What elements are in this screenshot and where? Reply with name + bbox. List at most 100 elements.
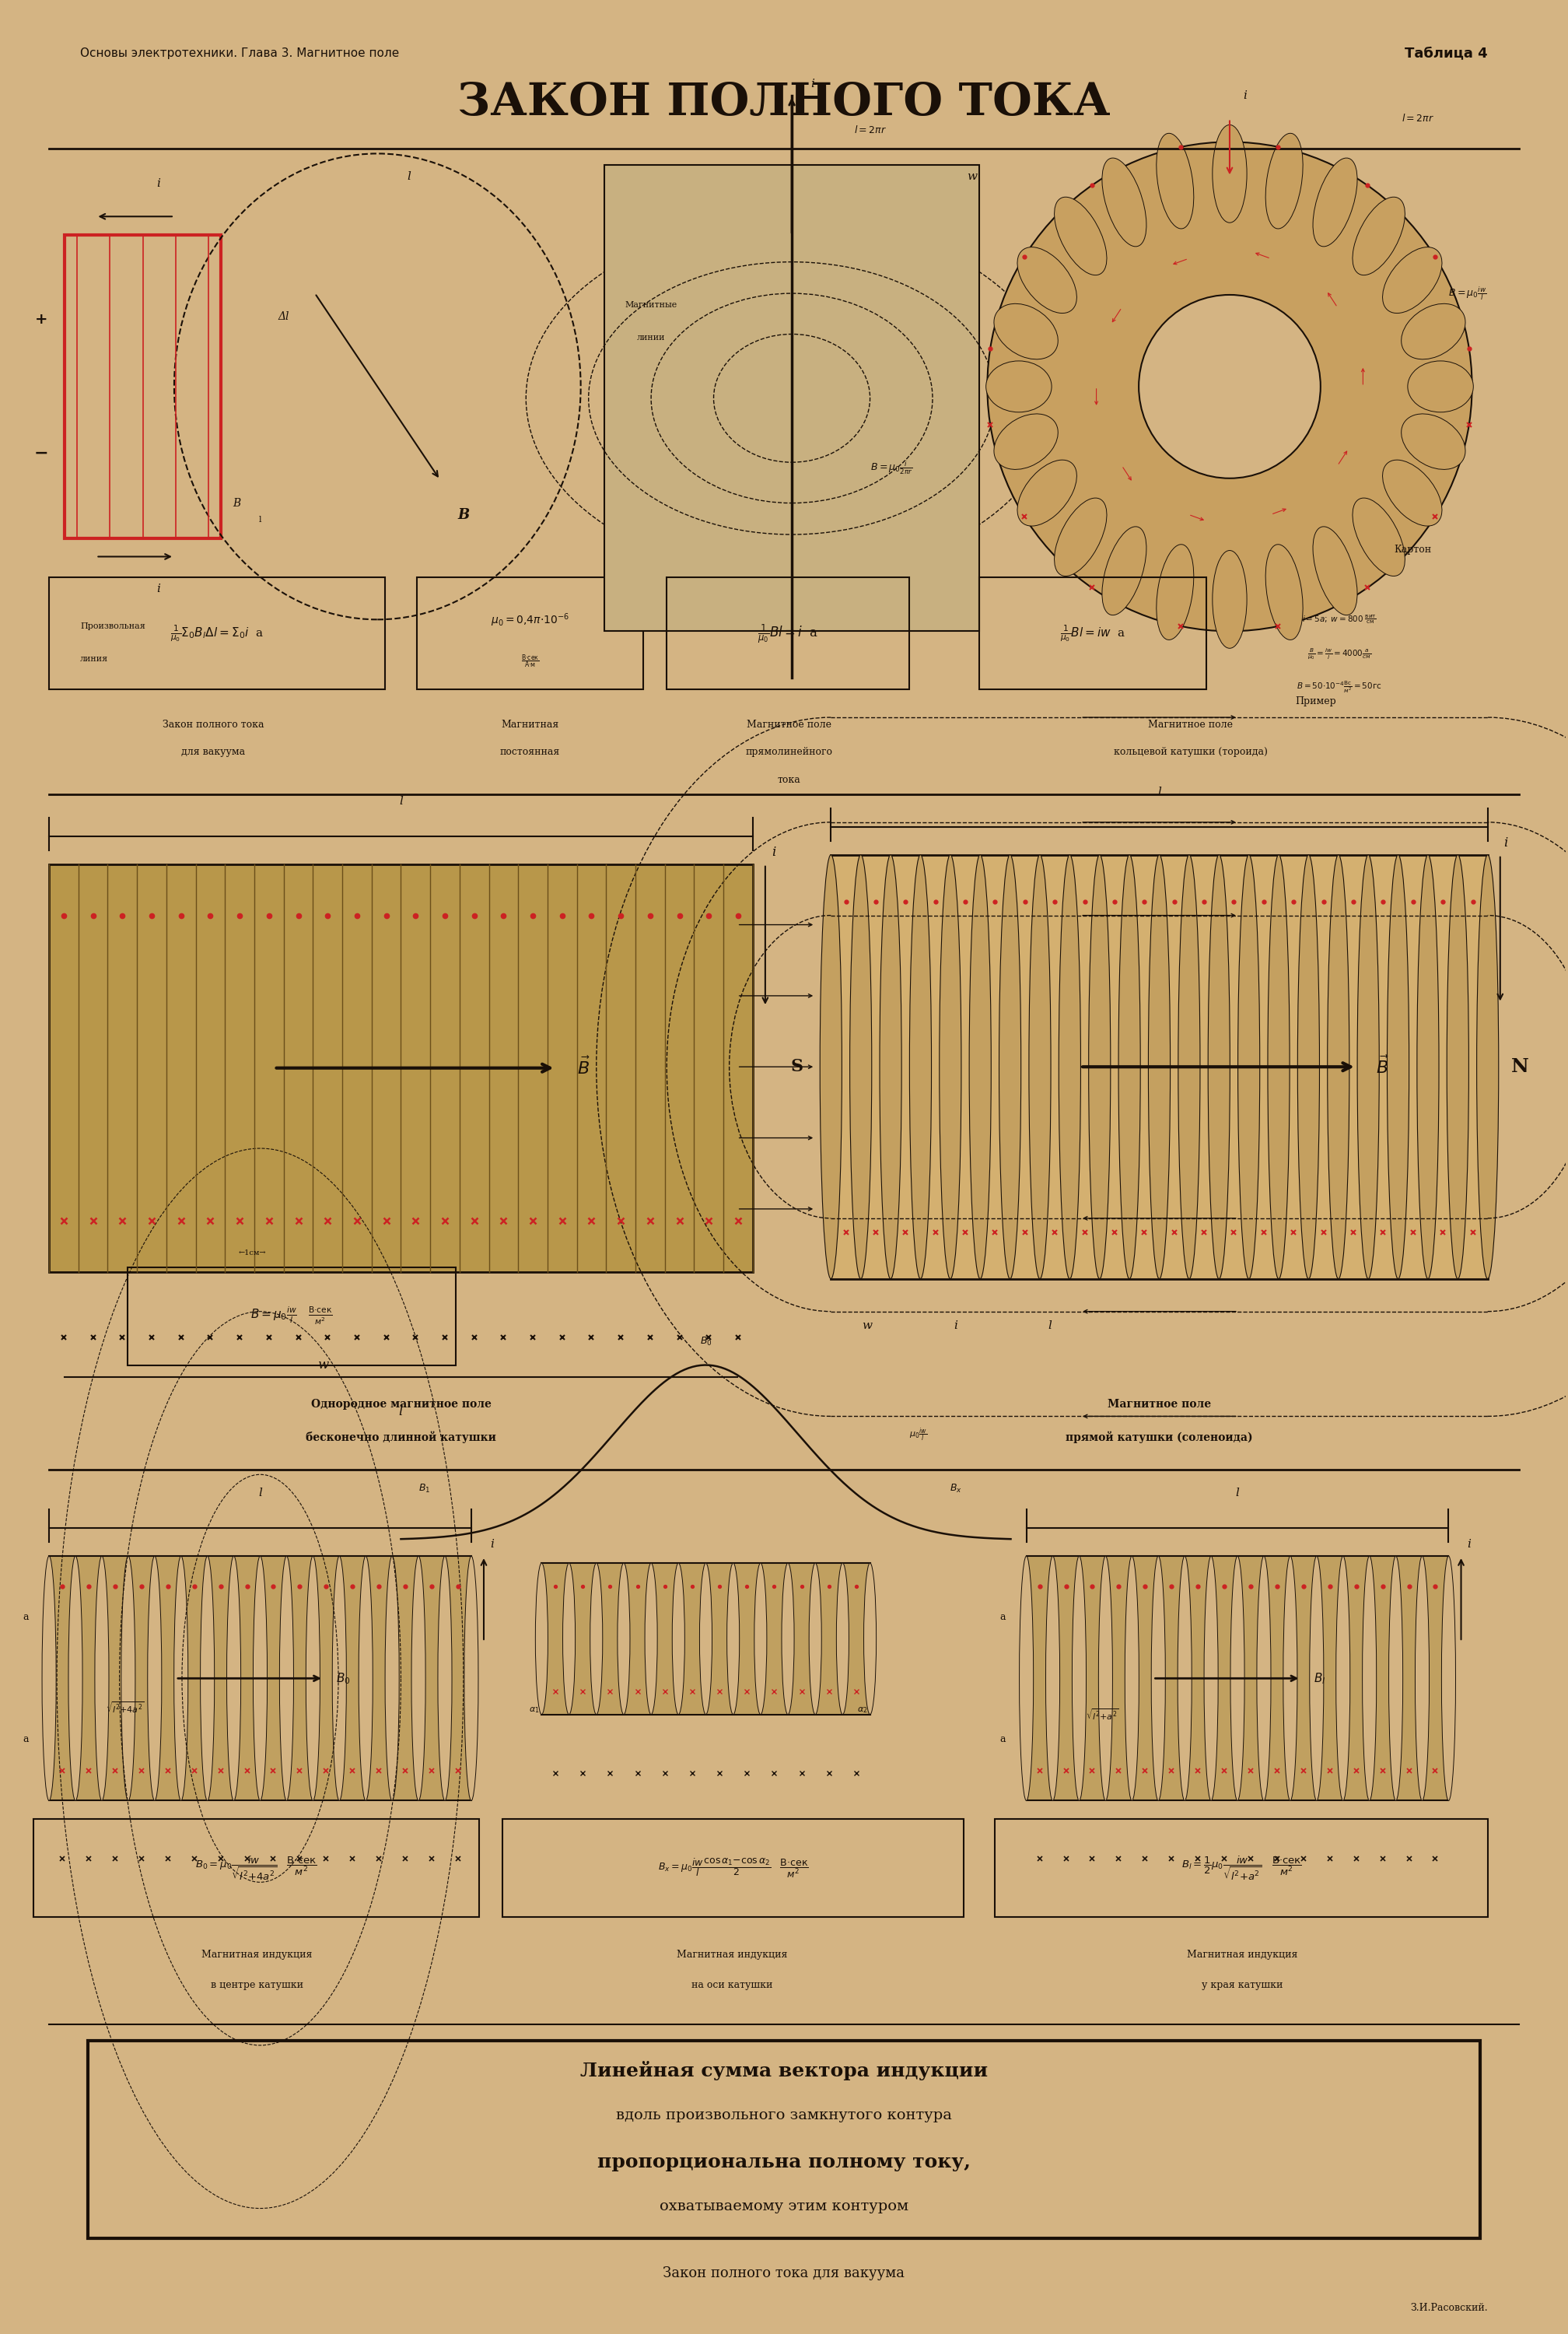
Text: Основы электротехники. Глава 3. Магнитное поле: Основы электротехники. Глава 3. Магнитно… <box>80 47 400 58</box>
Text: Магнитная индукция: Магнитная индукция <box>202 1949 312 1961</box>
Text: $\sqrt{l^2{+}4a^2}$: $\sqrt{l^2{+}4a^2}$ <box>105 1701 144 1715</box>
Text: B: B <box>458 509 469 523</box>
Text: Картон: Картон <box>1394 544 1432 555</box>
Text: w: w <box>862 1321 872 1330</box>
Bar <box>980 576 1206 689</box>
Text: i: i <box>1243 91 1247 100</box>
Ellipse shape <box>1148 854 1170 1279</box>
Bar <box>64 236 221 539</box>
Text: $\frac{1}{\mu_0} Bl = iw$  a: $\frac{1}{\mu_0} Bl = iw$ a <box>1060 623 1126 644</box>
Ellipse shape <box>1441 1557 1455 1800</box>
Ellipse shape <box>147 1557 162 1800</box>
Ellipse shape <box>1312 159 1358 247</box>
Text: $\alpha_1$: $\alpha_1$ <box>528 1706 539 1715</box>
Ellipse shape <box>1212 551 1247 649</box>
Text: l: l <box>1236 1487 1239 1498</box>
Text: $B{=}\mu_0\frac{i}{2\pi r}$: $B{=}\mu_0\frac{i}{2\pi r}$ <box>870 460 913 476</box>
Ellipse shape <box>386 1557 400 1800</box>
Ellipse shape <box>69 1557 83 1800</box>
Text: $B_0$: $B_0$ <box>699 1335 712 1347</box>
Ellipse shape <box>94 1557 108 1800</box>
Ellipse shape <box>1408 362 1474 413</box>
Ellipse shape <box>1265 133 1303 229</box>
Text: $\vec{B}$: $\vec{B}$ <box>577 1057 590 1078</box>
Ellipse shape <box>673 1564 685 1715</box>
Text: B: B <box>232 497 241 509</box>
Text: $\vec{B}$: $\vec{B}$ <box>1377 1057 1389 1078</box>
Ellipse shape <box>1054 497 1107 576</box>
Text: $B_l{=}\dfrac{1}{2}\mu_0\dfrac{iw}{\sqrt{l^2{+}a^2}}$   $\dfrac{\text{В·сек}}{м^: $B_l{=}\dfrac{1}{2}\mu_0\dfrac{iw}{\sqrt… <box>1181 1856 1301 1881</box>
Ellipse shape <box>809 1564 822 1715</box>
Text: a: a <box>1000 1734 1005 1743</box>
Text: $\frac{\text{В·сек}}{\text{А·м}}$: $\frac{\text{В·сек}}{\text{А·м}}$ <box>521 654 539 670</box>
Text: $l=2\pi r$: $l=2\pi r$ <box>1402 112 1435 124</box>
Ellipse shape <box>1046 1557 1060 1800</box>
Ellipse shape <box>1151 1557 1165 1800</box>
Ellipse shape <box>939 854 961 1279</box>
Ellipse shape <box>1099 1557 1113 1800</box>
Text: $\mu_0{=}0{,}4\pi{\cdot}10^{-6}$: $\mu_0{=}0{,}4\pi{\cdot}10^{-6}$ <box>491 612 569 628</box>
Text: у края катушки: у края катушки <box>1201 1979 1283 1991</box>
Ellipse shape <box>590 1564 602 1715</box>
Text: для вакуума: для вакуума <box>182 747 245 756</box>
Text: Пример: Пример <box>1295 696 1336 707</box>
Ellipse shape <box>464 1557 478 1800</box>
Text: $\mu_0\frac{iw}{l}$: $\mu_0\frac{iw}{l}$ <box>909 1426 927 1442</box>
Bar <box>1027 1557 1449 1800</box>
Text: $B_x{=}\mu_0\dfrac{iw}{l}\dfrac{\cos\alpha_1{-}\cos\alpha_2}{2}$   $\dfrac{\text: $B_x{=}\mu_0\dfrac{iw}{l}\dfrac{\cos\alp… <box>659 1858 809 1879</box>
Text: $B_x$: $B_x$ <box>950 1482 963 1494</box>
Text: a: a <box>22 1613 28 1622</box>
Text: Магнитное поле: Магнитное поле <box>746 719 831 731</box>
Ellipse shape <box>306 1557 320 1800</box>
Ellipse shape <box>644 1564 657 1715</box>
Text: прямой катушки (соленоида): прямой катушки (соленоида) <box>1066 1431 1253 1442</box>
Ellipse shape <box>909 854 931 1279</box>
Text: $B_1$: $B_1$ <box>419 1482 430 1494</box>
Ellipse shape <box>1138 294 1320 478</box>
Ellipse shape <box>988 142 1472 630</box>
Text: Линейная сумма вектора индукции: Линейная сумма вектора индукции <box>580 2061 988 2080</box>
Ellipse shape <box>1353 497 1405 576</box>
Text: $B_l$: $B_l$ <box>1314 1671 1325 1685</box>
Ellipse shape <box>1383 247 1443 313</box>
Text: +: + <box>34 313 47 327</box>
Bar <box>49 864 753 1272</box>
Text: $l=2\pi r$: $l=2\pi r$ <box>855 124 887 135</box>
Ellipse shape <box>699 1564 712 1715</box>
Ellipse shape <box>1265 544 1303 640</box>
Text: ЗАКОН ПОЛНОГО ТОКА: ЗАКОН ПОЛНОГО ТОКА <box>458 82 1110 124</box>
Ellipse shape <box>1283 1557 1297 1800</box>
Ellipse shape <box>1416 1557 1428 1800</box>
Ellipse shape <box>1237 854 1259 1279</box>
Ellipse shape <box>618 1564 630 1715</box>
Text: вдоль произвольного замкнутого контура: вдоль произвольного замкнутого контура <box>616 2108 952 2122</box>
Text: Таблица 4: Таблица 4 <box>1405 47 1488 61</box>
Text: l: l <box>398 796 403 808</box>
Text: i: i <box>811 79 814 89</box>
Ellipse shape <box>754 1564 767 1715</box>
Text: $B{=}\mu_0\frac{iw}{l}$   $\frac{\text{В·сек}}{м^2}$: $B{=}\mu_0\frac{iw}{l}$ $\frac{\text{В·с… <box>251 1305 332 1326</box>
Text: Магнитное поле: Магнитное поле <box>1148 719 1232 731</box>
Ellipse shape <box>986 362 1052 413</box>
Ellipse shape <box>174 1557 188 1800</box>
Text: i: i <box>491 1538 494 1550</box>
Ellipse shape <box>782 1564 793 1715</box>
Ellipse shape <box>1019 1557 1033 1800</box>
Text: i: i <box>1504 836 1507 850</box>
Ellipse shape <box>1328 854 1350 1279</box>
Ellipse shape <box>1118 854 1140 1279</box>
Ellipse shape <box>1388 854 1410 1279</box>
Ellipse shape <box>1088 854 1110 1279</box>
Ellipse shape <box>359 1557 373 1800</box>
Bar <box>831 854 1488 1279</box>
Ellipse shape <box>201 1557 215 1800</box>
Ellipse shape <box>1157 544 1193 640</box>
Ellipse shape <box>1402 303 1466 359</box>
Text: S: S <box>790 1057 803 1076</box>
Bar <box>49 576 386 689</box>
Text: Закон полного тока для вакуума: Закон полного тока для вакуума <box>663 2266 905 2280</box>
Text: −: − <box>34 446 49 462</box>
Text: N: N <box>1512 1057 1529 1076</box>
Bar <box>541 1564 870 1715</box>
Text: Магнитная индукция: Магнитная индукция <box>677 1949 787 1961</box>
